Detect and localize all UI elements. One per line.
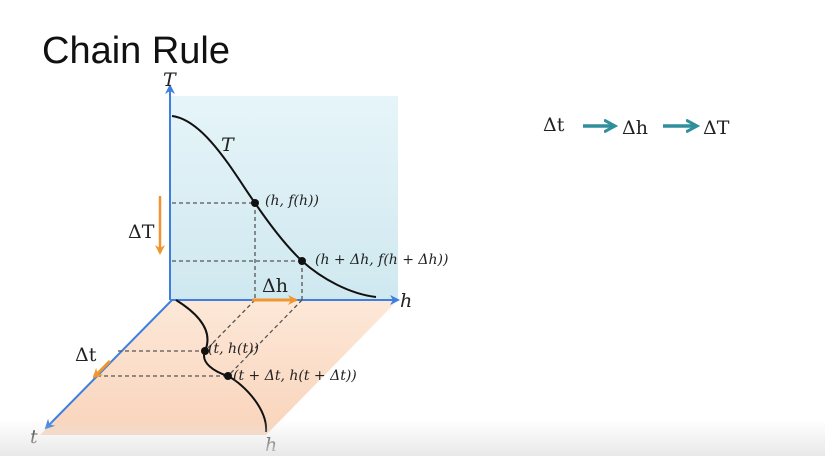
delta-t-arrow xyxy=(92,359,112,379)
point-t-dt xyxy=(224,372,232,380)
delta-T-label: ΔT xyxy=(128,221,155,243)
curve-label-T: T xyxy=(221,134,235,156)
bottom-fade xyxy=(0,420,825,456)
point-h-dh xyxy=(298,257,306,265)
chain-step-delta-T: ΔT xyxy=(703,117,730,139)
lower-curve-h-of-t xyxy=(175,299,268,433)
point-t-ht xyxy=(201,347,209,355)
chain-step-delta-h: Δh xyxy=(622,117,648,139)
delta-h-label: Δh xyxy=(262,275,288,297)
top-plane xyxy=(170,96,398,300)
axis-label-T: T xyxy=(163,69,177,91)
upper-curve-T-of-h xyxy=(171,115,377,298)
point-h-fh xyxy=(251,199,259,207)
chain-step-delta-t: Δt xyxy=(543,114,565,136)
label-h-fh: (h, f(h)) xyxy=(265,193,319,209)
upper-guides xyxy=(172,202,303,300)
label-h-dh: (h + Δh, f(h + Δh)) xyxy=(315,252,448,268)
slide-title: Chain Rule xyxy=(42,30,230,72)
lower-guides xyxy=(97,299,303,377)
axis-label-h: h xyxy=(400,290,412,312)
bottom-plane xyxy=(40,300,398,435)
delta-t-label: Δt xyxy=(75,344,97,366)
label-t-dt: (t + Δt, h(t + Δt)) xyxy=(233,368,357,384)
label-t-ht: (t, h(t)) xyxy=(208,341,259,357)
